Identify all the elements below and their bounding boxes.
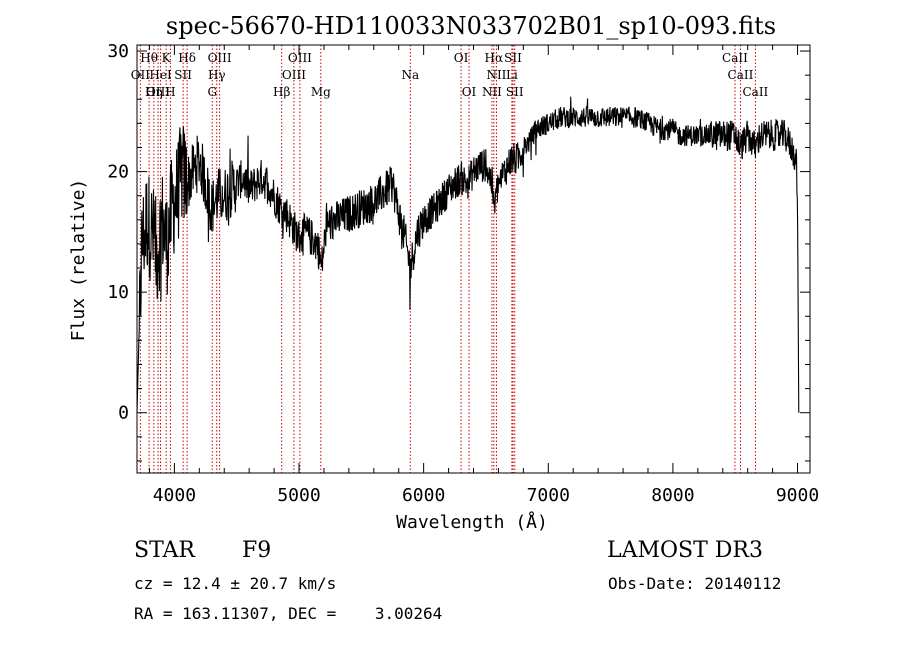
x-tick-label: 9000	[776, 485, 819, 506]
chart-title: spec-56670-HD110033N033702B01_sp10-093.f…	[166, 12, 776, 40]
spectral-line-label: G	[207, 85, 217, 99]
spectral-line-label: Hα	[485, 51, 504, 65]
y-tick-label: 10	[107, 282, 129, 303]
spectral-line-label: Hβ	[273, 85, 290, 99]
x-tick-label: 6000	[402, 485, 445, 506]
spectral-line-label: SII	[504, 51, 522, 65]
spectral-line-label: HeI	[149, 68, 172, 82]
spectral-line-label: NII	[486, 68, 506, 82]
spectral-line-label: OI	[454, 51, 469, 65]
spectral-line-label: Hη	[145, 85, 163, 99]
ra-dec: RA = 163.11307, DEC = 3.00264	[134, 604, 443, 623]
object-subclass: F9	[242, 538, 272, 563]
x-tick-label: 5000	[277, 485, 320, 506]
spectral-line-label: Li	[506, 68, 518, 82]
redshift-cz: cz = 12.4 ± 20.7 km/s	[134, 574, 337, 593]
y-tick-label: 0	[118, 403, 129, 424]
spectral-line-label: Mg	[311, 85, 331, 99]
spectral-line-label: Hγ	[208, 68, 226, 82]
spectrum-line	[136, 96, 800, 413]
spectral-line-label: CaII	[728, 68, 754, 82]
spectral-line-label: OIII	[282, 68, 306, 82]
plot-frame	[136, 44, 811, 474]
object-class: STAR	[134, 538, 195, 563]
spectral-line-label: OI	[462, 85, 477, 99]
axis-ticks: 4000 5000 6000 7000 8000 9000 0 10 20 30	[107, 41, 819, 506]
y-tick-label: 20	[107, 162, 129, 183]
spectral-line-label: OIII	[208, 51, 232, 65]
spectral-line-label: K	[162, 51, 172, 65]
spectral-line-label: CaII	[742, 85, 768, 99]
line-markers	[139, 45, 756, 473]
y-axis-label: Flux (relative)	[68, 179, 89, 342]
x-tick-label: 8000	[651, 485, 694, 506]
y-tick-label: 30	[107, 41, 129, 62]
x-axis-label: Wavelength (Å)	[396, 511, 548, 533]
spectral-line-label: OIII	[288, 51, 312, 65]
x-tick-label: 4000	[153, 485, 196, 506]
spectral-line-label: Hθ	[140, 51, 158, 65]
observation-date: Obs-Date: 20140112	[608, 574, 782, 593]
spectral-line-label: H	[165, 85, 175, 99]
survey-name: LAMOST DR3	[607, 538, 763, 563]
spectral-line-label: Hδ	[178, 51, 196, 65]
spectral-line-label: OII	[131, 68, 151, 82]
spectral-line-label: SII	[174, 68, 192, 82]
spectrum-trace	[136, 96, 800, 413]
spectral-line-label: Na	[401, 68, 419, 82]
spectral-line-label: CaII	[722, 51, 748, 65]
x-tick-label: 7000	[527, 485, 570, 506]
spectral-line-label: SII	[506, 85, 524, 99]
spectral-line-label: NII	[482, 85, 502, 99]
spectral-line-label: OIII	[146, 85, 170, 99]
